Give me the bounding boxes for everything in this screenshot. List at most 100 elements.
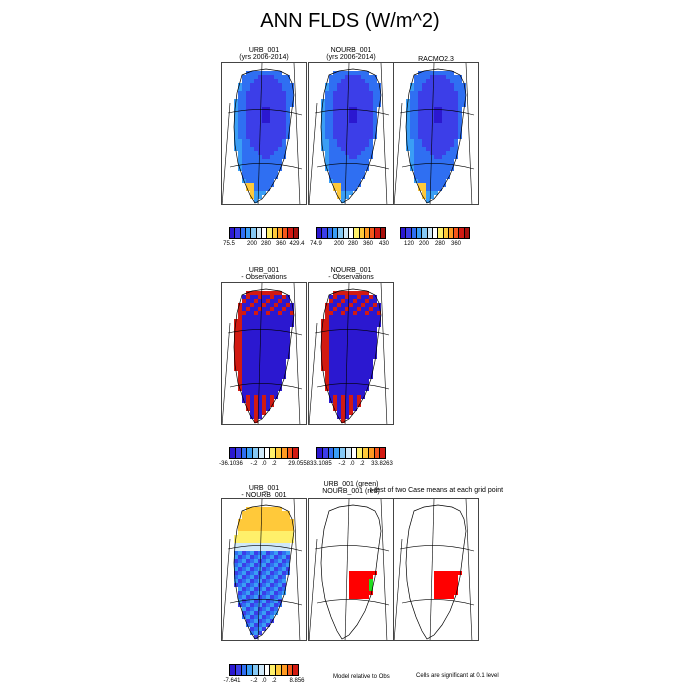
map-cell (278, 123, 282, 127)
map-cell (250, 371, 254, 375)
map-cell (262, 107, 266, 111)
map-cell (345, 299, 349, 303)
map-cell (270, 527, 274, 531)
map-cell (373, 327, 377, 331)
map-cell (278, 351, 282, 355)
map-cell (274, 307, 278, 311)
map-cell (361, 335, 365, 339)
map-cell (250, 147, 254, 151)
map-cell (349, 583, 353, 587)
map-cell (262, 187, 266, 191)
colorbar-tick: 429.4 (289, 241, 305, 247)
colorbar-swatch (411, 228, 417, 238)
colorbar-swatch (354, 228, 360, 238)
map-cell (361, 371, 365, 375)
map-cell (238, 311, 242, 315)
map-cell (349, 591, 353, 595)
map-cell (262, 131, 266, 135)
map-cell (442, 135, 446, 139)
map-cell (254, 375, 258, 379)
map-cell (442, 123, 446, 127)
map-cell (345, 91, 349, 95)
map-cell (410, 135, 414, 139)
map-cell (254, 299, 258, 303)
map-cell (246, 567, 250, 571)
map-cell (274, 367, 278, 371)
map-cell (341, 147, 345, 151)
map-cell (442, 571, 446, 575)
map-cell (286, 119, 290, 123)
map-cell (422, 71, 426, 75)
map-cell (353, 347, 357, 351)
map-cell (414, 127, 418, 131)
map-cell (254, 191, 258, 195)
map-cell (410, 107, 414, 111)
map-cell (369, 299, 373, 303)
map-cell (262, 147, 266, 151)
map-cell (414, 91, 418, 95)
map-cell (361, 311, 365, 315)
map-cell (442, 147, 446, 151)
map-cell (254, 339, 258, 343)
map-cell (258, 175, 262, 179)
map-cell (274, 395, 278, 399)
map-cell (250, 91, 254, 95)
map-cell (290, 531, 294, 535)
map-cell (274, 103, 278, 107)
map-cell (274, 343, 278, 347)
map-cell (446, 135, 450, 139)
map-cell (325, 359, 329, 363)
map-cell (422, 99, 426, 103)
map-cell (242, 151, 246, 155)
map-cell (246, 175, 250, 179)
colorbar-swatch (283, 228, 289, 238)
map-cell (345, 395, 349, 399)
map-cell (454, 147, 458, 151)
map-cell (238, 139, 242, 143)
map-cell (282, 351, 286, 355)
map-cell (250, 331, 254, 335)
map-cell (333, 335, 337, 339)
map-cell (282, 375, 286, 379)
map-cell (282, 559, 286, 563)
map-cell (365, 291, 369, 295)
map-cell (286, 307, 290, 311)
map-cell (270, 355, 274, 359)
map-cell (282, 75, 286, 79)
map-cell (434, 83, 438, 87)
map-cell (254, 163, 258, 167)
map-cell (434, 179, 438, 183)
map-cell (341, 351, 345, 355)
map-cell (430, 83, 434, 87)
map-cell (418, 95, 422, 99)
map-cell (262, 75, 266, 79)
map-cell (333, 363, 337, 367)
map-cell (278, 75, 282, 79)
map-cell (282, 119, 286, 123)
map-cell (337, 79, 341, 83)
map-cell (353, 159, 357, 163)
map-cell (246, 295, 250, 299)
map-cell (365, 83, 369, 87)
map-cell (238, 575, 242, 579)
map-cell (353, 363, 357, 367)
map-cell (270, 299, 274, 303)
map-cell (290, 527, 294, 531)
map-cell (369, 371, 373, 375)
map-cells (234, 71, 294, 203)
map-cell (414, 163, 418, 167)
map-cell (274, 155, 278, 159)
map-cell (278, 103, 282, 107)
map-cell (353, 579, 357, 583)
map-cell (278, 535, 282, 539)
map-cell (349, 575, 353, 579)
map-cell (262, 315, 266, 319)
map-cell (333, 355, 337, 359)
map-cell (242, 127, 246, 131)
map-cell (270, 111, 274, 115)
map-cell (365, 303, 369, 307)
map-cell (238, 331, 242, 335)
map-cell (353, 327, 357, 331)
map-cell (365, 571, 369, 575)
map-cell (361, 163, 365, 167)
